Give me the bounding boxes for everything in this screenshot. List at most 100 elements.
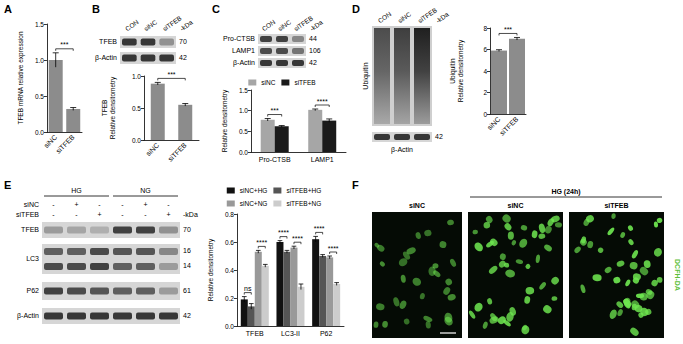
svg-text:-: - (144, 211, 147, 218)
svg-text:-: - (52, 211, 55, 218)
svg-text:LC3-II: LC3-II (281, 330, 300, 337)
svg-text:TFEB: TFEB (246, 330, 264, 337)
svg-text:TFEB mRNA relative expression: TFEB mRNA relative expression (17, 31, 25, 125)
svg-text:siNC: siNC (397, 10, 413, 24)
svg-text:siNC: siNC (261, 79, 275, 86)
svg-text:-: - (121, 201, 124, 208)
svg-text:1.5: 1.5 (239, 87, 248, 94)
svg-text:42: 42 (179, 54, 187, 61)
svg-text:***: *** (60, 41, 68, 48)
svg-text:0.0: 0.0 (132, 137, 141, 144)
svg-text:***: *** (167, 71, 175, 78)
svg-text:CON: CON (124, 18, 140, 32)
svg-text:siNC: siNC (508, 202, 524, 209)
svg-text:F: F (352, 179, 359, 191)
svg-text:siNC: siNC (43, 134, 59, 150)
svg-text:70: 70 (179, 38, 187, 45)
svg-text:1.5: 1.5 (35, 21, 44, 28)
svg-text:0.5: 0.5 (239, 128, 248, 135)
svg-text:β-Actin: β-Actin (233, 59, 255, 67)
svg-text:ns: ns (244, 285, 252, 292)
svg-text:siTFEB: siTFEB (16, 211, 39, 218)
svg-text:LC3: LC3 (26, 255, 39, 262)
svg-text:Pro-CTSB: Pro-CTSB (259, 156, 291, 163)
svg-text:0.5: 0.5 (132, 105, 141, 112)
svg-text:siNC: siNC (145, 142, 161, 158)
svg-text:siTFEB: siTFEB (294, 79, 315, 86)
svg-text:siTFEB+HG: siTFEB+HG (286, 187, 321, 194)
svg-text:0: 0 (483, 111, 487, 118)
svg-text:E: E (4, 179, 11, 191)
svg-text:0.0: 0.0 (225, 323, 234, 330)
svg-text:-kDa: -kDa (435, 10, 451, 24)
svg-text:siTFEB: siTFEB (161, 14, 182, 32)
svg-text:siNC: siNC (409, 202, 425, 209)
svg-text:0.0: 0.0 (35, 129, 44, 136)
svg-text:4: 4 (483, 68, 487, 75)
svg-text:1.0: 1.0 (132, 73, 141, 80)
svg-text:siNC: siNC (277, 18, 293, 32)
svg-text:siTFEB: siTFEB (604, 202, 628, 209)
svg-text:C: C (212, 3, 220, 15)
svg-text:0.5: 0.5 (35, 93, 44, 100)
svg-text:42: 42 (435, 133, 443, 140)
svg-text:0.2: 0.2 (225, 295, 234, 302)
svg-text:CON: CON (261, 18, 277, 32)
svg-text:14: 14 (183, 262, 191, 269)
svg-text:-kDa: -kDa (179, 18, 195, 32)
svg-text:+: + (143, 201, 147, 208)
svg-text:siNC: siNC (24, 201, 39, 208)
svg-text:LAMP1: LAMP1 (311, 156, 334, 163)
svg-text:-kDa: -kDa (183, 211, 198, 218)
svg-text:β-Actin: β-Actin (95, 54, 117, 62)
svg-text:β-Actin: β-Actin (17, 312, 39, 320)
svg-text:HG (24h): HG (24h) (551, 188, 580, 196)
svg-text:-: - (52, 201, 55, 208)
svg-text:0.6: 0.6 (225, 239, 234, 246)
svg-text:16: 16 (183, 247, 191, 254)
svg-text:LAMP1: LAMP1 (232, 47, 255, 54)
svg-text:TFEB: TFEB (101, 100, 108, 117)
svg-text:+: + (74, 201, 78, 208)
svg-text:siNC+HG: siNC+HG (240, 187, 268, 194)
svg-text:HG: HG (71, 187, 82, 194)
svg-text:siTFEB: siTFEB (417, 6, 438, 24)
svg-text:42: 42 (183, 312, 191, 319)
svg-text:-: - (75, 211, 78, 218)
svg-text:61: 61 (183, 287, 191, 294)
svg-text:***: *** (271, 107, 279, 114)
svg-text:Ubiquitin: Ubiquitin (362, 62, 370, 89)
svg-text:siTFEB: siTFEB (55, 133, 76, 154)
svg-text:A: A (4, 3, 12, 15)
svg-text:0.8: 0.8 (225, 211, 234, 218)
svg-text:Ubiquitin: Ubiquitin (449, 58, 457, 84)
svg-text:B: B (92, 3, 100, 15)
svg-text:****: **** (256, 239, 267, 246)
svg-text:70: 70 (183, 226, 191, 233)
svg-text:siNC+NG: siNC+NG (240, 200, 268, 207)
svg-text:-: - (121, 211, 124, 218)
svg-text:siNC: siNC (486, 116, 502, 132)
svg-text:TFEB: TFEB (99, 38, 117, 45)
svg-text:+: + (97, 211, 101, 218)
svg-text:NG: NG (140, 187, 151, 194)
svg-text:6: 6 (483, 46, 487, 53)
svg-text:DCFH-DA: DCFH-DA (674, 259, 681, 291)
svg-text:****: **** (292, 235, 303, 242)
svg-text:siTFEB+NG: siTFEB+NG (286, 200, 321, 207)
svg-text:2: 2 (483, 89, 487, 96)
svg-text:1.0: 1.0 (35, 57, 44, 64)
svg-text:1.0: 1.0 (239, 107, 248, 114)
svg-text:β-Actin: β-Actin (391, 146, 413, 154)
svg-text:42: 42 (309, 59, 317, 66)
svg-text:****: **** (317, 98, 328, 105)
svg-text:siTFEB: siTFEB (498, 115, 519, 136)
svg-text:Pro-CTSB: Pro-CTSB (223, 35, 255, 42)
svg-text:106: 106 (309, 47, 321, 54)
svg-text:Relative densitometry: Relative densitometry (457, 39, 465, 102)
svg-text:siTFEB: siTFEB (167, 141, 188, 162)
svg-text:+: + (166, 211, 170, 218)
svg-text:P62: P62 (27, 287, 40, 294)
svg-text:Relative densitometry: Relative densitometry (207, 238, 215, 301)
svg-text:-: - (98, 201, 101, 208)
